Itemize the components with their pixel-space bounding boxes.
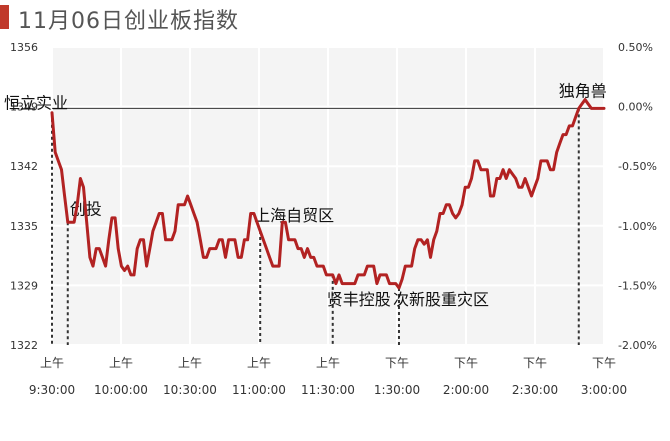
series-line: [50, 98, 606, 290]
annotation-label: 恒立实业: [4, 94, 68, 113]
x-tick-period: 上午: [247, 356, 271, 370]
y2-tick-label: 0.50%: [618, 41, 653, 54]
y-axis-left: 1356 1349 1342 1335 1329 1322: [10, 41, 38, 352]
y2-tick-label: -0.50%: [618, 160, 657, 173]
y-tick-label: 1349: [10, 101, 38, 114]
x-tick-period: 下午: [454, 356, 478, 370]
y-tick-label: 1335: [10, 220, 38, 233]
annotation-label: 上海自贸区: [254, 206, 334, 225]
x-tick-label: 10:30:00: [163, 383, 217, 397]
x-tick-label: 9:30:00: [29, 383, 75, 397]
x-tick-period: 上午: [109, 356, 133, 370]
annotation-label: 独角兽: [559, 81, 607, 100]
y2-tick-label: -1.00%: [618, 220, 657, 233]
y-tick-label: 1356: [10, 41, 38, 54]
x-tick-period: 下午: [523, 356, 547, 370]
y-axis-right: 0.50% 0.00% -0.50% -1.00% -1.50% -2.00%: [618, 41, 657, 352]
x-tick-label: 2:30:00: [512, 383, 558, 397]
x-tick-period: 上午: [316, 356, 340, 370]
x-tick-period: 下午: [385, 356, 409, 370]
x-tick-period: 上午: [40, 356, 64, 370]
x-tick-label: 2:00:00: [443, 383, 489, 397]
x-tick-period: 下午: [592, 356, 616, 370]
x-tick-label: 10:00:00: [94, 383, 148, 397]
y2-tick-label: -2.00%: [618, 339, 657, 352]
y-tick-label: 1329: [10, 279, 38, 292]
y-tick-label: 1322: [10, 339, 38, 352]
x-tick-label: 1:30:00: [374, 383, 420, 397]
y-tick-label: 1342: [10, 160, 38, 173]
annotation-label: 贤丰控股: [327, 290, 391, 309]
grid-lines: [51, 46, 605, 346]
x-tick-label: 11:30:00: [301, 383, 355, 397]
y2-tick-label: 0.00%: [618, 101, 653, 114]
x-tick-period: 上午: [178, 356, 202, 370]
annotation-label: 次新股重灾区: [393, 290, 489, 309]
title-accent-bar: [0, 5, 9, 29]
page-title: 11月06日创业板指数: [18, 9, 239, 34]
title-bar: 11月06日创业板指数: [0, 0, 670, 34]
x-tick-label: 11:00:00: [232, 383, 286, 397]
x-axis: 上午 9:30:00 上午 10:00:00 上午 10:30:00 上午 11:00:00 上…: [29, 356, 627, 397]
y2-tick-label: -1.50%: [618, 279, 657, 292]
x-tick-label: 3:00:00: [581, 383, 627, 397]
